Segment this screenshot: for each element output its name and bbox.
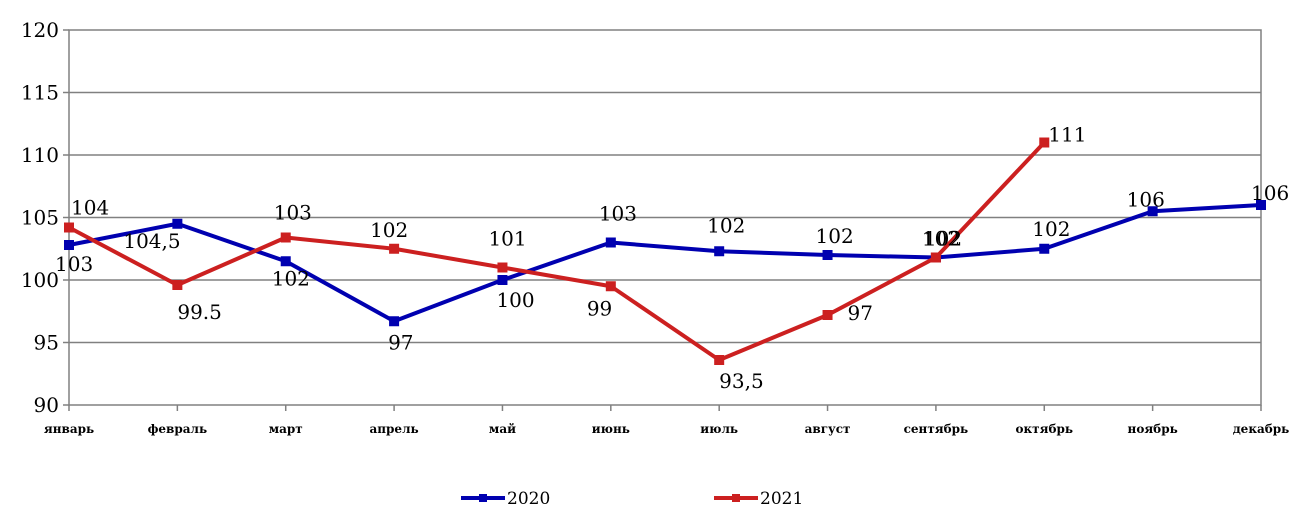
- legend-swatch-marker: [479, 494, 487, 502]
- x-tick-label: август: [805, 422, 851, 436]
- data-label-2021: 97: [848, 301, 873, 325]
- legend-label: 2021: [760, 489, 803, 509]
- y-axis-ticks: 90 95 100 105 110 115 120: [21, 18, 69, 417]
- data-point-2021: [930, 252, 941, 263]
- gridlines: [69, 91, 1261, 344]
- data-point-2020: [172, 218, 183, 229]
- y-tick-label: 90: [34, 393, 59, 417]
- data-point-2020: [1147, 206, 1158, 217]
- data-label-2020: 102: [816, 224, 854, 248]
- data-point-2021: [389, 243, 400, 254]
- data-point-2021: [1039, 137, 1050, 148]
- x-tick-label: октябрь: [1016, 422, 1074, 436]
- x-tick-label: сентябрь: [904, 422, 969, 436]
- y-tick-label: 110: [21, 143, 59, 167]
- x-tick-label: май: [489, 422, 516, 436]
- x-tick-label: март: [269, 422, 303, 436]
- data-point-2020: [1039, 243, 1050, 254]
- x-tick-label: ноябрь: [1128, 422, 1178, 436]
- data-label-2020: 102: [272, 266, 310, 290]
- data-point-2020: [822, 250, 833, 260]
- x-tick-label: апрель: [369, 422, 418, 436]
- legend: 2020 2021: [461, 489, 803, 509]
- y-tick-label: 95: [34, 331, 59, 355]
- data-point-2021: [497, 262, 508, 273]
- x-tick-label: июль: [700, 422, 738, 436]
- data-point-2020: [1256, 200, 1266, 210]
- data-label-2020: 102: [1032, 217, 1070, 241]
- data-label-2020: 100: [496, 288, 534, 312]
- data-labels: 103 104,5 102 97 100 103 102 102 102 102 106 106 104…: [55, 123, 1289, 394]
- data-label-2021: 93,5: [719, 369, 764, 393]
- data-label-2020: 103: [599, 202, 637, 226]
- data-point-2021: [822, 310, 833, 320]
- series: [64, 137, 1266, 365]
- x-axis-ticks: январь февраль март апрель май июнь июль август…: [44, 405, 1289, 436]
- data-label-2020: 104,5: [123, 229, 180, 253]
- data-point-2020: [605, 237, 616, 248]
- data-label-2021: 111: [1048, 123, 1086, 147]
- y-tick-label: 120: [21, 18, 59, 42]
- data-point-2021: [64, 222, 74, 233]
- legend-swatch-marker: [732, 494, 740, 502]
- data-point-2020: [64, 240, 74, 250]
- data-label-2021: 102: [370, 218, 408, 242]
- data-label-2021: 99: [587, 296, 612, 320]
- data-label-2021: 102: [922, 227, 960, 251]
- data-label-2021: 99.5: [177, 300, 222, 324]
- x-tick-label: февраль: [148, 422, 208, 436]
- data-label-2020: 97: [388, 330, 413, 354]
- data-point-2021: [605, 281, 616, 292]
- data-label-2020: 106: [1251, 181, 1289, 205]
- data-label-2021: 104: [71, 196, 109, 220]
- x-tick-label: декабрь: [1233, 422, 1290, 436]
- x-tick-label: январь: [44, 422, 94, 436]
- data-point-2020: [497, 275, 508, 285]
- data-point-2020: [389, 316, 400, 327]
- y-tick-label: 115: [21, 81, 59, 105]
- series-line-2020: [68, 203, 1262, 324]
- data-point-2021: [280, 232, 291, 243]
- data-label-2020: 102: [707, 213, 745, 237]
- data-point-2021: [172, 280, 183, 290]
- data-point-2020: [280, 256, 291, 267]
- data-label-2021: 103: [274, 201, 312, 225]
- data-label-2021: 101: [488, 227, 526, 251]
- data-point-2021: [714, 355, 725, 365]
- data-label-2020: 103: [55, 252, 93, 276]
- y-tick-label: 105: [21, 206, 59, 230]
- legend-label: 2020: [507, 489, 550, 509]
- data-label-2020: 102: [924, 227, 962, 251]
- data-label-2020: 106: [1127, 187, 1165, 211]
- x-tick-label: июнь: [592, 422, 630, 436]
- series-line-2021: [68, 141, 1046, 362]
- data-point-2020: [714, 246, 725, 257]
- y-tick-label: 100: [21, 268, 59, 292]
